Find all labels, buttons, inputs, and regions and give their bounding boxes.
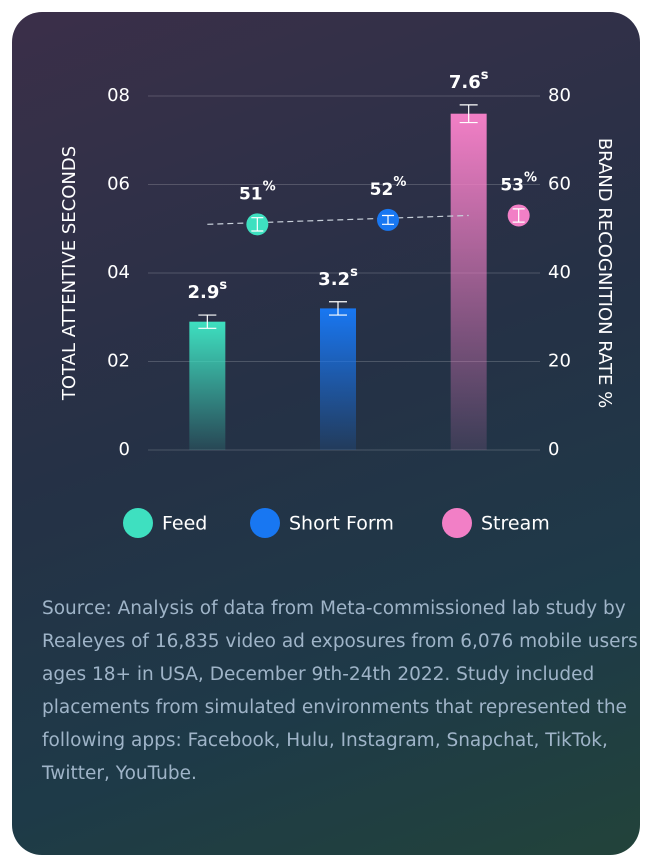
y-tick-label: 04 — [107, 262, 130, 283]
chart: TOTAL ATTENTIVE SECONDS BRAND RECOGNITIO… — [59, 67, 615, 538]
bar-value-label: 7.6s — [449, 67, 489, 93]
bar-value-label: 2.9s — [188, 278, 228, 304]
source-note: Source: Analysis of data from Meta-commi… — [42, 598, 638, 784]
y2-tick-label: 0 — [548, 439, 559, 460]
error-bar — [198, 314, 217, 329]
legend-swatch — [442, 508, 472, 538]
error-bar — [512, 208, 525, 223]
y-tick-label: 06 — [107, 174, 130, 195]
bar — [189, 321, 226, 450]
legend-label: Feed — [162, 513, 207, 535]
legend-label: Short Form — [289, 513, 394, 535]
y2-tick-label: 40 — [548, 262, 571, 283]
y-tick-label: 0 — [119, 439, 130, 460]
y-tick-label: 08 — [107, 85, 130, 106]
error-bar — [329, 301, 347, 316]
point-value-label: 52% — [370, 174, 407, 200]
legend-label: Stream — [481, 513, 550, 535]
bar — [320, 308, 356, 450]
y2-tick-label: 60 — [548, 174, 571, 195]
bar — [450, 113, 487, 450]
y2-tick-label: 80 — [548, 85, 571, 106]
card: TOTAL ATTENTIVE SECONDS BRAND RECOGNITIO… — [12, 12, 640, 855]
error-bar — [459, 104, 478, 124]
error-bar — [251, 217, 264, 232]
point-value-label: 51% — [239, 179, 276, 205]
bar-value-label: 3.2s — [318, 264, 358, 290]
y-axis-title: TOTAL ATTENTIVE SECONDS — [59, 146, 80, 401]
y-tick-label: 02 — [107, 351, 130, 372]
legend-swatch — [250, 508, 280, 538]
legend-swatch — [123, 508, 153, 538]
y2-axis-title: BRAND RECOGNITION RATE % — [594, 138, 615, 408]
y2-tick-label: 20 — [548, 351, 571, 372]
point-value-label: 53% — [500, 170, 537, 196]
error-bar — [382, 214, 394, 225]
